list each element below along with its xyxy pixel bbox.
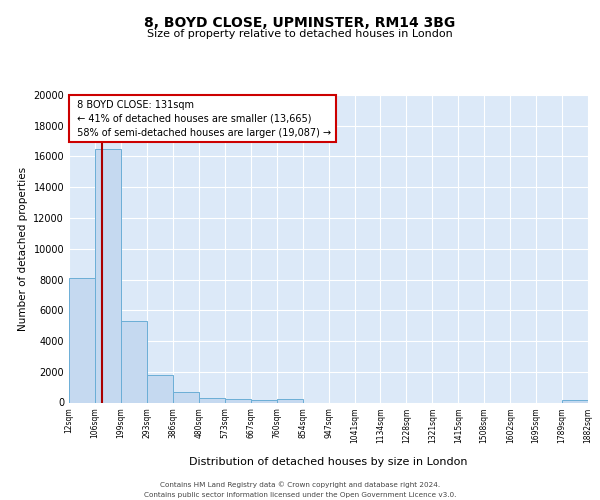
Bar [224,399,251,402]
Bar [121,321,147,402]
Text: 8 BOYD CLOSE: 131sqm
 ← 41% of detached houses are smaller (13,665)
 58% of semi: 8 BOYD CLOSE: 131sqm ← 41% of detached h… [74,100,331,138]
Y-axis label: Number of detached properties: Number of detached properties [18,166,28,331]
Bar [95,149,121,403]
Text: Size of property relative to detached houses in London: Size of property relative to detached ho… [147,29,453,39]
Bar [251,400,277,402]
Bar [173,392,199,402]
Bar [562,400,588,402]
Bar [199,398,224,402]
Text: Contains HM Land Registry data © Crown copyright and database right 2024.
Contai: Contains HM Land Registry data © Crown c… [144,482,456,498]
Bar [277,400,302,402]
Bar [69,278,95,402]
X-axis label: Distribution of detached houses by size in London: Distribution of detached houses by size … [189,457,468,467]
Bar [147,375,173,402]
Text: 8, BOYD CLOSE, UPMINSTER, RM14 3BG: 8, BOYD CLOSE, UPMINSTER, RM14 3BG [145,16,455,30]
